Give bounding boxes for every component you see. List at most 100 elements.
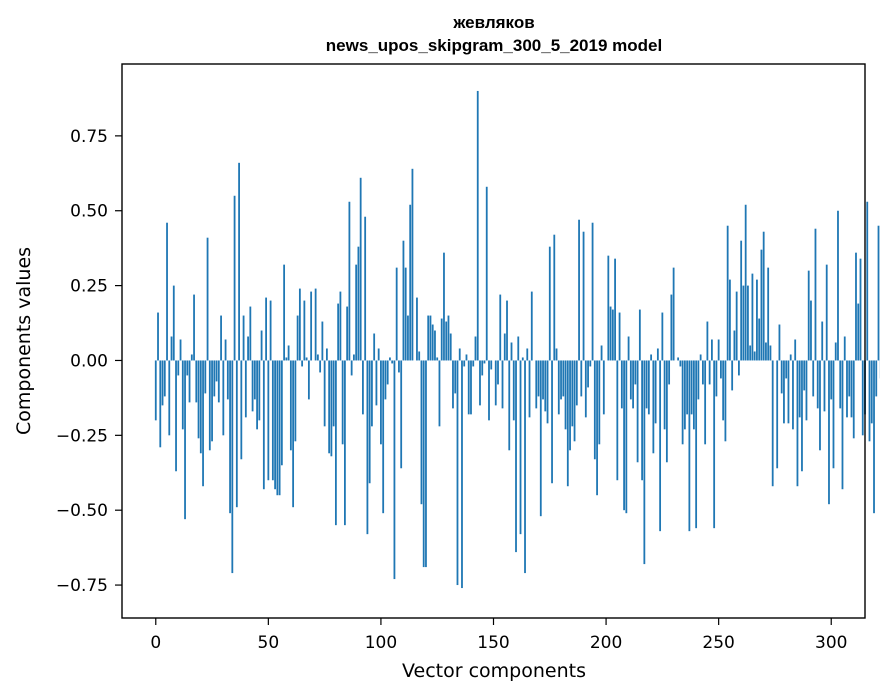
bar-18 [195,360,198,403]
bar-102 [384,360,387,400]
bar-52 [271,360,274,481]
bar-320 [875,360,878,397]
bar-223 [656,348,659,361]
bar-169 [535,360,538,409]
x-tick-label-0: 0 [150,633,161,653]
bar-206 [618,312,621,361]
bar-243 [701,360,704,385]
bar-47 [260,330,263,361]
bar-303 [837,210,839,361]
bar-7 [170,336,173,361]
bar-282 [789,354,792,361]
bar-20 [199,360,202,454]
bar-171 [539,360,542,517]
bar-209 [625,360,628,514]
bar-11 [179,339,182,361]
bar-257 [733,330,736,361]
bar-260 [740,240,743,361]
bar-66 [303,300,306,361]
bar-130 [447,315,450,361]
bar-195 [593,360,596,460]
bar-125 [436,357,439,361]
bar-123 [431,324,434,361]
bar-241 [697,360,700,400]
bar-246 [708,360,711,385]
bar-24 [208,360,211,451]
bar-259 [738,360,740,376]
bar-294 [816,360,819,409]
bar-122 [429,315,432,361]
bar-316 [866,201,869,361]
bar-319 [873,360,875,514]
bar-271 [765,342,767,361]
bar-39 [242,315,245,361]
chart-subtitle: news_upos_skipgram_300_5_2019 model [326,36,662,55]
bar-299 [828,360,830,505]
bar-235 [683,360,686,430]
bar-37 [238,162,240,361]
bar-279 [783,360,785,424]
bar-191 [584,360,587,418]
bar-28 [217,360,220,403]
bar-83 [341,360,344,445]
bar-317 [868,360,871,442]
bar-230 [672,267,675,361]
bar-187 [575,360,578,406]
bar-295 [819,360,821,451]
bar-205 [616,360,619,481]
bar-277 [778,324,781,361]
bar-314 [861,360,864,436]
y-tick-label-3: 0.00 [70,351,108,371]
bar-12 [181,360,184,430]
bar-190 [582,231,585,361]
bar-119 [422,360,425,568]
bar-177 [553,234,556,361]
bar-252 [722,360,725,421]
bar-286 [798,360,801,418]
bar-99 [377,348,380,361]
bar-214 [636,360,639,463]
bar-120 [425,360,427,568]
bar-57 [283,264,286,361]
bar-13 [184,360,186,520]
bar-215 [638,309,641,361]
bar-146 [483,360,486,364]
bar-131 [449,333,452,361]
bar-234 [681,360,684,445]
bar-278 [780,360,783,394]
bar-304 [839,360,842,409]
x-axis-label: Vector components [402,660,586,682]
bar-15 [188,360,191,403]
bar-264 [749,345,752,361]
bar-175 [548,246,551,361]
bar-0 [154,360,157,421]
bar-192 [587,360,589,388]
bar-174 [546,360,549,424]
bar-100 [380,360,382,445]
bar-145 [481,360,484,376]
bar-216 [641,360,643,481]
bar-137 [463,360,466,367]
bar-293 [814,228,817,361]
bar-21 [202,360,204,487]
bar-50 [267,360,270,481]
x-axis-ticks: 0 50 100 150 200 250 300 [150,618,847,653]
bar-250 [717,339,720,361]
x-tick-label-250: 250 [702,633,734,653]
bar-90 [357,246,360,361]
bar-25 [211,360,213,442]
bar-321 [877,225,880,361]
bar-268 [758,318,761,361]
y-tick-label-2: −0.25 [56,426,108,446]
bar-85 [346,306,349,361]
bar-45 [256,360,258,430]
bar-229 [670,294,673,361]
bar-165 [526,348,529,361]
bar-265 [751,273,754,361]
bar-138 [465,354,468,361]
bar-306 [843,336,846,361]
bar-164 [524,360,526,574]
bar-68 [307,360,310,400]
bar-9 [175,360,177,472]
